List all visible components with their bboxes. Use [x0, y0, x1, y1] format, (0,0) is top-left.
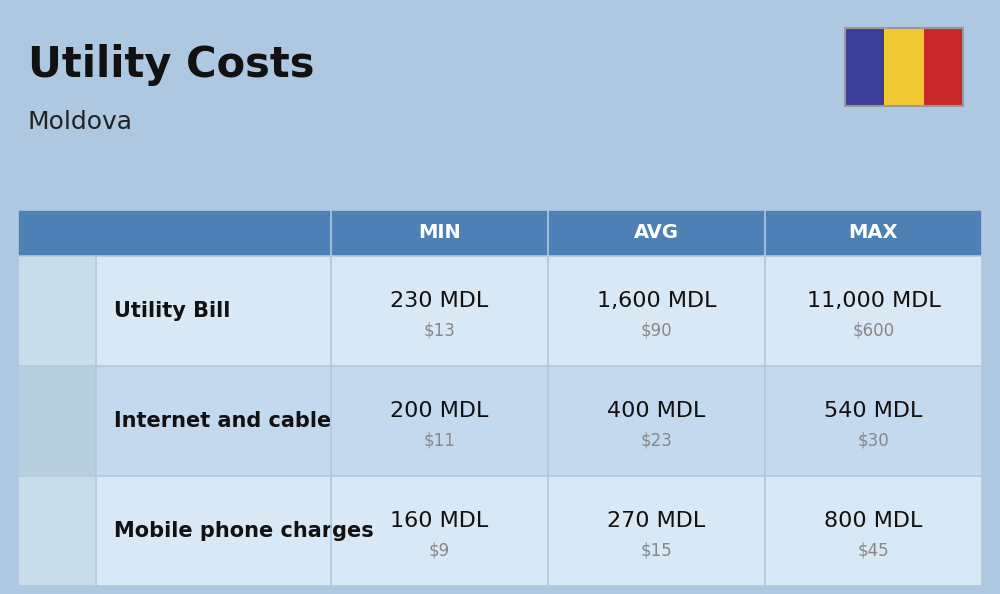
Bar — [845, 28, 884, 106]
Text: $45: $45 — [858, 542, 889, 560]
Text: 270 MDL: 270 MDL — [607, 511, 706, 531]
Text: $15: $15 — [641, 542, 672, 560]
Text: 160 MDL: 160 MDL — [390, 511, 489, 531]
Text: 800 MDL: 800 MDL — [824, 511, 923, 531]
Text: 400 MDL: 400 MDL — [607, 401, 706, 421]
Bar — [18, 210, 982, 256]
Text: 1,600 MDL: 1,600 MDL — [597, 291, 716, 311]
Text: Utility Costs: Utility Costs — [28, 44, 314, 86]
Text: 230 MDL: 230 MDL — [390, 291, 489, 311]
Text: $30: $30 — [858, 432, 889, 450]
Bar — [18, 210, 982, 586]
Text: Moldova: Moldova — [28, 110, 133, 134]
Text: 540 MDL: 540 MDL — [824, 401, 923, 421]
Bar — [18, 476, 96, 586]
Bar — [96, 256, 982, 366]
Bar — [18, 256, 96, 366]
Text: $600: $600 — [852, 322, 895, 340]
Text: $11: $11 — [424, 432, 455, 450]
Bar — [96, 476, 982, 586]
Text: AVG: AVG — [634, 223, 679, 242]
Text: Internet and cable: Internet and cable — [114, 411, 331, 431]
Bar — [18, 366, 96, 476]
Text: $9: $9 — [429, 542, 450, 560]
Text: Utility Bill: Utility Bill — [114, 301, 230, 321]
Bar — [884, 28, 924, 106]
Text: $13: $13 — [424, 322, 455, 340]
Bar — [845, 28, 963, 106]
Text: MIN: MIN — [418, 223, 461, 242]
Text: $23: $23 — [641, 432, 672, 450]
Text: 200 MDL: 200 MDL — [390, 401, 489, 421]
Bar — [924, 28, 963, 106]
Text: MAX: MAX — [849, 223, 898, 242]
Bar — [96, 366, 982, 476]
Text: $90: $90 — [641, 322, 672, 340]
Text: 11,000 MDL: 11,000 MDL — [807, 291, 940, 311]
Text: Mobile phone charges: Mobile phone charges — [114, 521, 374, 541]
